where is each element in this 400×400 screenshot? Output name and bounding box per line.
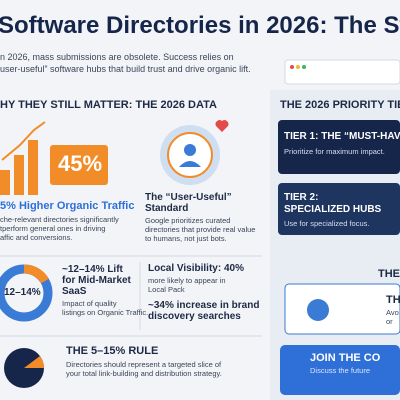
text: more likely to appear in [148, 276, 226, 285]
badge: 45% [58, 151, 103, 176]
section-heading: THE [378, 268, 400, 280]
join-title[interactable]: JOIN THE CO [310, 352, 381, 364]
stat-title: Local Visibility: 40% [148, 263, 244, 274]
section-heading: HY THEY STILL MATTER: THE 2026 DATA [0, 99, 217, 111]
text: your total link-building and distributio… [66, 369, 222, 378]
intro: user-useful” software hubs that build tr… [0, 64, 251, 74]
intro: n 2026, mass submissions are obsolete. S… [0, 52, 234, 62]
text: directories that provide real value [145, 225, 256, 234]
donut-label: 12–14% [4, 287, 41, 298]
text: che-relevant directories significantly [0, 215, 119, 224]
card-text: Avo [386, 308, 399, 317]
stat-title: ~34% increase in brand [148, 300, 260, 311]
tier-title: TIER 1: THE “MUST-HAV [284, 131, 400, 142]
text: affic and conversions. [0, 233, 73, 242]
stat-title: The “User-Useful” [145, 192, 232, 203]
stat-title: for Mid-Market [62, 275, 131, 286]
text: tperform general ones in driving [0, 224, 106, 233]
section-heading: THE 2026 PRIORITY TIER [280, 99, 400, 111]
tier-title: TIER 2: [284, 192, 319, 203]
text: Google prioritizes curated [145, 216, 231, 225]
card-title: TH [386, 294, 400, 306]
card-text: or [386, 317, 393, 326]
text: Directories should represent a targeted … [66, 360, 222, 369]
tier-title: SPECIALIZED HUBS [284, 204, 382, 215]
text: Impact of quality [62, 299, 117, 308]
stat-title: ~12–14% Lift [62, 264, 123, 275]
join-text: Discuss the future [310, 366, 371, 375]
stat-title: SaaS [62, 286, 87, 297]
text: to humans, not just bots. [145, 234, 227, 243]
tier-text: Prioritize for maximum impact. [284, 147, 385, 156]
stat-title: discovery searches [148, 311, 241, 322]
rule-title: THE 5–15% RULE [66, 345, 159, 357]
text: Local Pack [148, 285, 185, 294]
stat-title: 5% Higher Organic Traffic [0, 200, 135, 212]
text: listings on Organic Traffic. [62, 308, 149, 317]
tier-text: Use for specialized focus. [284, 219, 370, 228]
title: Software Directories in 2026: The St [0, 12, 400, 39]
stat-title: Standard [145, 203, 189, 214]
